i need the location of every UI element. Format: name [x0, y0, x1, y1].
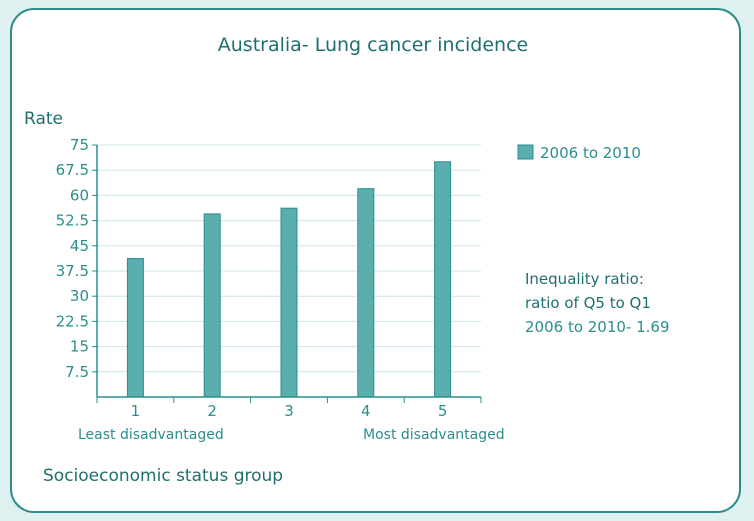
- y-tick-label: 30: [70, 287, 89, 305]
- x-axis-label: Socioeconomic status group: [43, 466, 283, 486]
- legend-swatch: [517, 144, 534, 160]
- x-tick-label: 2: [207, 402, 217, 420]
- inequality-annotation: Inequality ratio: ratio of Q5 to Q1 2006…: [525, 270, 670, 336]
- y-tick-label: 22.5: [56, 312, 89, 330]
- bar: [280, 207, 298, 398]
- bar: [126, 258, 144, 398]
- legend: 2006 to 2010: [517, 144, 641, 162]
- x-tick-label: 1: [131, 402, 141, 420]
- y-tick-label: 52.5: [56, 212, 89, 230]
- y-tick-label: 60: [70, 186, 89, 204]
- annotation-line-1: Inequality ratio:: [525, 270, 644, 288]
- x-axis-ticks: 1 2 3 4 5: [96, 397, 482, 420]
- x-tick-label: 5: [438, 402, 448, 420]
- x-note-least: Least disadvantaged: [78, 427, 224, 443]
- y-axis-ticks: 75 67.5 60 52.5 45 37.5 30 22.5 15 7.5: [56, 136, 97, 381]
- legend-label: 2006 to 2010: [540, 144, 641, 162]
- x-tick-label: 3: [284, 402, 294, 420]
- y-axis-label: Rate: [24, 109, 63, 129]
- y-tick-label: 45: [70, 237, 89, 255]
- y-tick-label: 37.5: [56, 262, 89, 280]
- chart-title: Australia- Lung cancer incidence: [218, 34, 528, 56]
- bar: [357, 188, 375, 398]
- bar: [434, 161, 452, 398]
- y-tick-label: 67.5: [56, 161, 89, 179]
- y-tick-label: 15: [70, 338, 89, 356]
- bar: [203, 213, 221, 398]
- x-note-most: Most disadvantaged: [363, 427, 505, 443]
- annotation-line-3: 2006 to 2010- 1.69: [525, 318, 670, 336]
- y-tick-label: 7.5: [65, 363, 89, 381]
- annotation-line-2: ratio of Q5 to Q1: [525, 294, 651, 312]
- bars: [126, 161, 452, 398]
- y-tick-label: 75: [70, 136, 89, 154]
- x-tick-label: 4: [361, 402, 371, 420]
